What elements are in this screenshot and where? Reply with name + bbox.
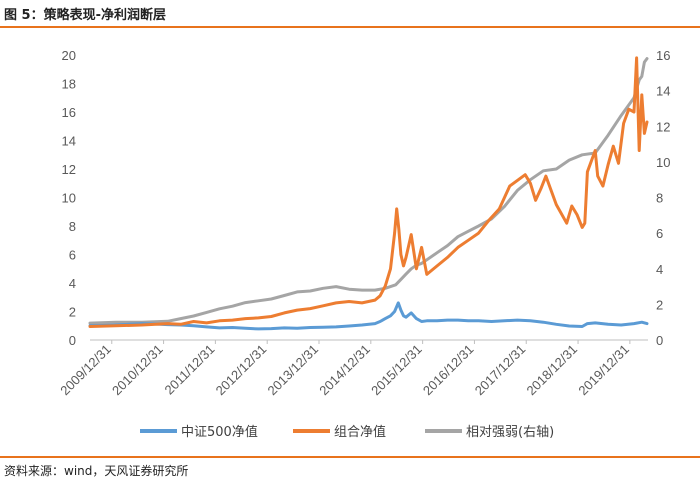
y-left-tick-label: 14: [62, 134, 76, 149]
y-left-tick-label: 10: [62, 191, 76, 206]
top-divider: [0, 26, 700, 28]
portfolio-line: [88, 56, 649, 328]
x-tick-label: 2019/12/31: [575, 342, 632, 399]
x-tick-label: 2015/12/31: [368, 342, 425, 399]
y-left-tick-label: 8: [69, 219, 76, 234]
plot-area: [88, 56, 649, 341]
left-axis: 0 2 4 6 8 10 12 14 16 18 20: [62, 48, 76, 348]
y-right-tick-label: 12: [656, 119, 670, 134]
legend-label-relative: 相对强弱(右轴): [466, 425, 554, 440]
y-right-tick-label: 16: [656, 48, 670, 63]
x-tick-label: 2013/12/31: [265, 342, 322, 399]
x-tick-label: 2018/12/31: [524, 342, 581, 399]
y-right-tick-label: 8: [656, 191, 663, 206]
legend-label-portfolio: 组合净值: [334, 424, 386, 440]
figure-title: 图 5：策略表现-净利润断层: [4, 8, 166, 23]
y-left-tick-label: 0: [69, 333, 76, 348]
y-left-tick-label: 6: [69, 248, 76, 263]
y-right-tick-label: 0: [656, 333, 663, 348]
bottom-divider: [0, 456, 700, 458]
zz500-line: [88, 301, 649, 331]
y-left-tick-label: 18: [62, 77, 76, 92]
y-right-tick-label: 10: [656, 155, 670, 170]
figure-header: 图 5：策略表现-净利润断层: [0, 0, 700, 26]
relative-strength-line: [88, 57, 649, 325]
x-axis: 2009/12/312010/12/312011/12/312012/12/31…: [57, 340, 632, 398]
right-axis: 0 2 4 6 8 10 12 14 16: [656, 48, 670, 348]
y-left-tick-label: 20: [62, 48, 76, 63]
x-tick-label: 2011/12/31: [162, 342, 218, 398]
y-right-tick-label: 4: [656, 262, 663, 277]
x-tick-label: 2010/12/31: [109, 342, 166, 399]
y-left-tick-label: 16: [62, 105, 76, 120]
y-right-tick-label: 6: [656, 226, 663, 241]
x-tick-label: 2017/12/31: [472, 342, 529, 399]
y-right-tick-label: 2: [656, 297, 663, 312]
y-left-tick-label: 4: [69, 276, 76, 291]
legend: 中证500净值 组合净值 相对强弱(右轴): [140, 424, 554, 440]
x-tick-label: 2014/12/31: [316, 342, 373, 399]
x-tick-label: 2012/12/31: [213, 342, 270, 399]
y-right-tick-label: 14: [656, 84, 670, 99]
source-note: 资料来源：wind，天风证券研究所: [4, 464, 189, 478]
x-tick-label: 2016/12/31: [420, 342, 477, 399]
y-left-tick-label: 2: [69, 305, 76, 320]
x-tick-label: 2009/12/31: [57, 342, 114, 399]
y-left-tick-label: 12: [62, 162, 76, 177]
legend-label-zz500: 中证500净值: [181, 424, 258, 440]
